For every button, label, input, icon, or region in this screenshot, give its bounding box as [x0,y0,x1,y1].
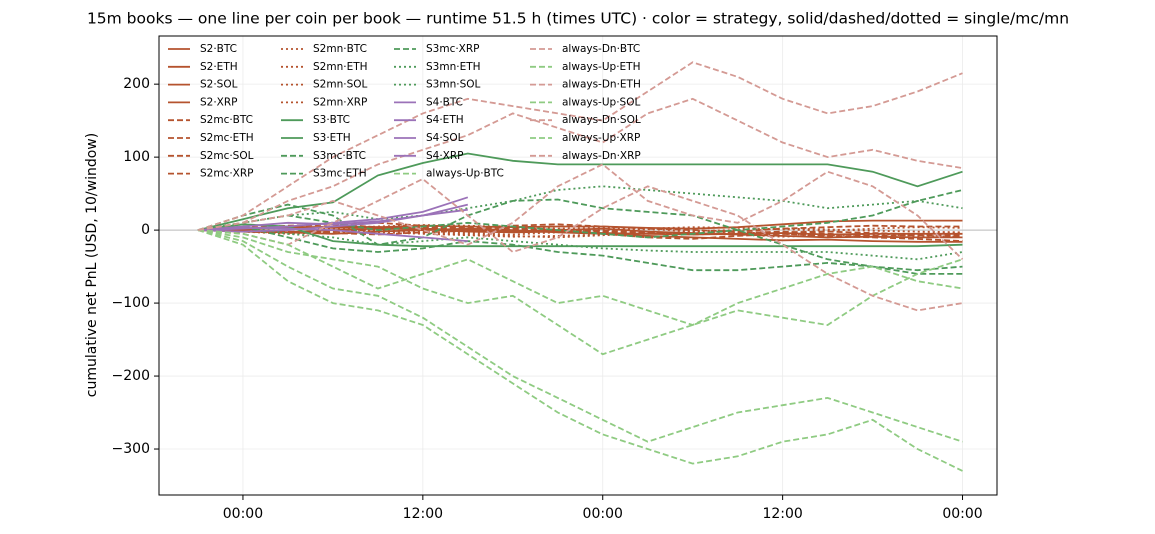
y-tick-label: −100 [112,295,150,311]
x-tick-label: 12:00 [762,506,802,522]
series-line [197,61,963,231]
legend-label: S2mc·ETH [200,132,254,144]
legend-label: always-Dn·BTC [562,43,640,55]
legend-label: S3·ETH [313,132,351,144]
plot-frame [158,35,998,496]
legend-label: S4·SOL [426,132,464,144]
series-line [197,223,963,248]
series-line [197,203,469,233]
series-line [197,185,963,231]
legend-label: S2·BTC [200,43,237,55]
series-line [197,225,963,275]
legend-label: always-Dn·ETH [562,79,641,91]
series-line [197,97,963,231]
legend-label: S3mc·XRP [426,43,480,55]
series-line [197,229,963,443]
legend-label: S2·XRP [200,96,238,108]
legend-label: always-Dn·SOL [562,114,641,126]
legend-label: S2mn·SOL [313,79,367,91]
series-line [197,163,964,260]
y-tick-label: 100 [123,149,150,165]
legend-label: S2·SOL [200,79,238,91]
series-line [197,223,963,234]
legend-label: S3mn·SOL [426,79,480,91]
y-tick-label: −300 [112,441,150,457]
legend-label: always-Up·XRP [562,132,640,144]
legend-label: S4·BTC [426,96,463,108]
legend-label: S2mn·ETH [313,61,368,73]
series-line [197,229,963,326]
series-line [197,229,963,472]
legend-label: always-Up·SOL [562,96,640,108]
series-line [197,228,963,237]
y-tick-label: 0 [141,222,150,238]
y-tick-label: 200 [123,76,150,92]
y-axis-label: cumulative net PnL (USD, 10/window) [84,133,100,397]
series-line [197,177,963,312]
legend-label: S4·ETH [426,114,464,126]
series-line [197,152,963,231]
legend-label: always-Dn·XRP [562,150,641,162]
legend-label: always-Up·BTC [426,168,504,180]
series-line [197,226,468,242]
legend-label: S2·ETH [200,61,238,73]
y-tick-label: −200 [112,368,150,384]
x-tick-label: 00:00 [583,506,623,522]
x-tick-label: 12:00 [403,506,443,522]
series-line [197,198,963,272]
legend-label: S2mc·XRP [200,168,254,180]
legend-label: S2mn·BTC [313,43,367,55]
series-line [197,229,963,356]
legend-label: S3mn·ETH [426,61,481,73]
legend-label: S2mc·SOL [200,150,254,162]
legend-label: S2mn·XRP [313,96,367,108]
legend-label: S2mc·BTC [200,114,253,126]
x-tick-label: 00:00 [223,506,263,522]
legend-label: S4·XRP [426,150,464,162]
legend-label: S3·BTC [313,114,350,126]
series-line [197,189,963,239]
chart-title: 15m books — one line per coin per book —… [87,10,1069,28]
legend-label: S3mc·BTC [313,150,366,162]
legend-label: always-Up·ETH [562,61,640,73]
x-tick-label: 00:00 [942,506,982,522]
legend-label: S3mc·ETH [313,168,367,180]
